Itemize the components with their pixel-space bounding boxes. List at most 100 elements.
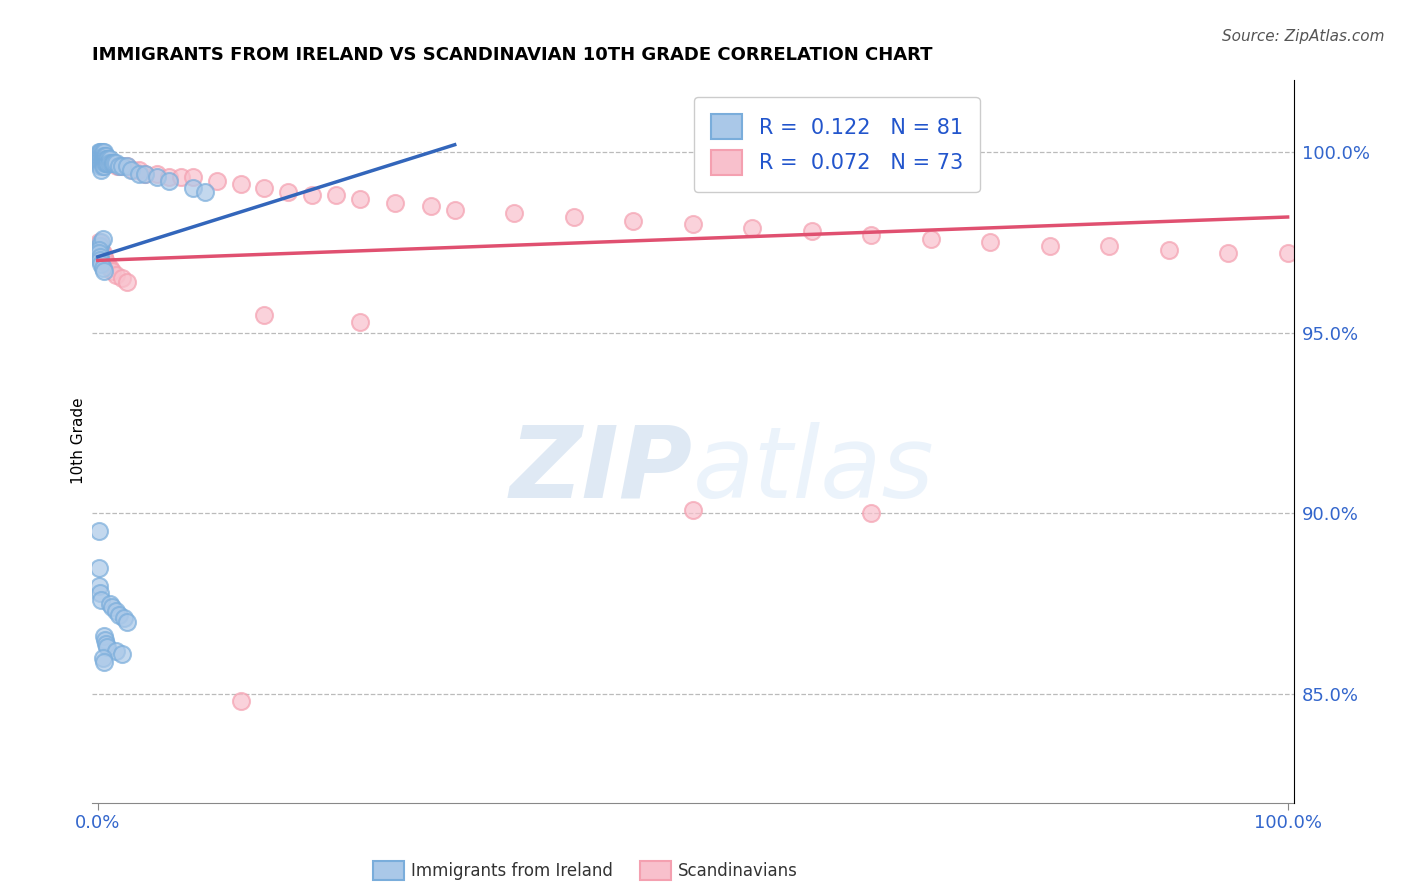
Point — [117, 615, 139, 629]
Point — [97, 156, 120, 170]
Point — [91, 160, 114, 174]
Point — [89, 160, 111, 174]
Point — [104, 268, 127, 282]
Point — [90, 156, 112, 170]
Point — [920, 232, 942, 246]
Point — [146, 170, 169, 185]
Point — [1216, 246, 1239, 260]
Point — [94, 148, 117, 162]
Point — [87, 148, 110, 162]
Point — [93, 156, 115, 170]
Point — [562, 210, 585, 224]
Point — [98, 156, 121, 170]
Point — [89, 156, 111, 170]
Point — [93, 264, 115, 278]
Point — [91, 152, 114, 166]
Point — [87, 148, 110, 162]
Point — [117, 160, 139, 174]
Point — [98, 152, 121, 166]
Point — [1098, 239, 1121, 253]
Point — [253, 308, 276, 322]
Point — [94, 152, 117, 166]
Point — [89, 239, 111, 253]
Point — [98, 260, 121, 275]
Point — [110, 160, 132, 174]
Point — [800, 225, 823, 239]
Point — [146, 167, 169, 181]
Point — [157, 170, 180, 185]
Point — [503, 206, 526, 220]
Point — [621, 213, 644, 227]
Point — [87, 560, 110, 574]
Point — [101, 600, 124, 615]
Point — [94, 253, 117, 268]
Text: ZIP: ZIP — [510, 422, 693, 518]
Text: atlas: atlas — [693, 422, 935, 518]
Point — [101, 264, 124, 278]
Point — [128, 163, 150, 178]
Point — [91, 246, 114, 260]
Point — [90, 148, 112, 162]
Point — [110, 160, 132, 174]
Point — [229, 178, 252, 192]
Point — [134, 167, 156, 181]
Point — [90, 257, 112, 271]
Point — [97, 152, 120, 166]
Point — [108, 160, 131, 174]
Point — [89, 148, 111, 162]
Point — [94, 632, 117, 647]
Text: Scandinavians: Scandinavians — [678, 862, 797, 880]
Point — [87, 235, 110, 250]
Point — [91, 232, 114, 246]
Point — [253, 181, 276, 195]
Point — [103, 156, 125, 170]
Point — [90, 160, 112, 174]
Point — [101, 156, 124, 170]
Point — [94, 156, 117, 170]
Point — [87, 152, 110, 166]
Point — [87, 579, 110, 593]
Point — [93, 655, 115, 669]
Point — [87, 246, 110, 260]
Point — [105, 160, 128, 174]
Point — [98, 156, 121, 170]
Point — [1157, 243, 1180, 257]
Point — [90, 243, 112, 257]
Point — [87, 524, 110, 539]
Point — [170, 170, 193, 185]
Point — [91, 260, 114, 275]
Point — [94, 156, 117, 170]
Point — [91, 148, 114, 162]
Point — [91, 156, 114, 170]
Point — [110, 271, 132, 285]
Point — [91, 145, 114, 159]
Point — [90, 593, 112, 607]
Text: Source: ZipAtlas.com: Source: ZipAtlas.com — [1222, 29, 1385, 44]
Point — [96, 156, 118, 170]
Point — [1039, 239, 1062, 253]
Point — [93, 629, 115, 643]
Point — [91, 152, 114, 166]
Point — [90, 163, 112, 178]
Point — [229, 694, 252, 708]
Point — [117, 275, 139, 289]
Point — [134, 167, 156, 181]
Text: Immigrants from Ireland: Immigrants from Ireland — [411, 862, 613, 880]
Point — [205, 174, 228, 188]
Point — [741, 220, 763, 235]
Point — [96, 257, 118, 271]
Point — [89, 250, 111, 264]
Point — [301, 188, 323, 202]
Point — [89, 586, 111, 600]
Y-axis label: 10th Grade: 10th Grade — [72, 398, 86, 484]
Point — [87, 145, 110, 159]
Point — [181, 181, 204, 195]
Point — [349, 315, 371, 329]
Point — [443, 202, 465, 217]
Point — [181, 170, 204, 185]
Point — [94, 152, 117, 166]
Point — [104, 604, 127, 618]
Point — [96, 156, 118, 170]
Point — [89, 156, 111, 170]
Point — [120, 163, 142, 178]
